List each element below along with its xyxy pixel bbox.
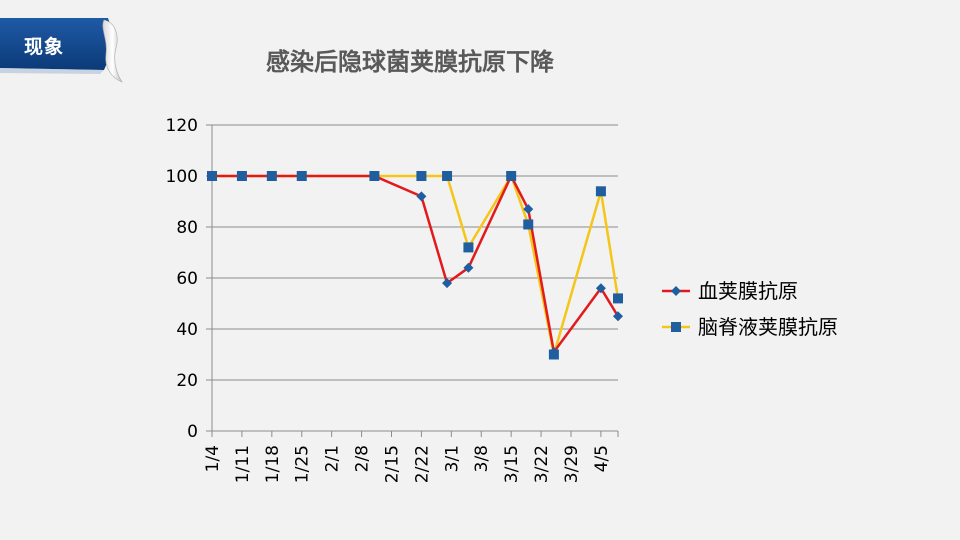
data-point-0 bbox=[463, 262, 474, 273]
data-point-0 bbox=[266, 171, 277, 181]
legend-entry: 血荚膜抗原 bbox=[698, 279, 798, 303]
x-tick-label: 4/5 bbox=[592, 445, 612, 472]
x-tick-label: 2/15 bbox=[382, 445, 402, 483]
y-tick-label: 40 bbox=[176, 320, 198, 340]
data-point-1 bbox=[463, 242, 474, 253]
ribbon-shape bbox=[0, 18, 123, 83]
x-tick-label: 3/22 bbox=[532, 445, 552, 483]
data-point-1 bbox=[613, 293, 623, 304]
data-point-0 bbox=[595, 283, 606, 294]
x-tick-label: 3/29 bbox=[562, 445, 582, 483]
y-tick-label: 80 bbox=[176, 218, 198, 238]
data-point-1 bbox=[523, 219, 534, 230]
y-tick-label: 120 bbox=[166, 116, 198, 136]
data-point-0 bbox=[416, 191, 427, 202]
data-point-0 bbox=[236, 171, 247, 181]
section-tab-label: 现象 bbox=[24, 36, 65, 58]
data-point-0 bbox=[296, 171, 307, 181]
legend-entry: 脑脊液荚膜抗原 bbox=[698, 315, 838, 339]
section-tab: 现象 bbox=[0, 18, 128, 90]
chart-title: 感染后隐球菌荚膜抗原下降 bbox=[266, 48, 554, 76]
x-tick-label: 3/8 bbox=[472, 445, 492, 472]
data-point-1 bbox=[442, 171, 453, 181]
data-point-0 bbox=[506, 171, 517, 181]
x-tick-label: 2/22 bbox=[412, 445, 432, 483]
x-tick-label: 2/8 bbox=[353, 445, 373, 472]
y-tick-label: 20 bbox=[176, 371, 198, 391]
legend-swatch-marker bbox=[671, 322, 681, 332]
data-point-0 bbox=[613, 311, 623, 322]
x-tick-label: 1/4 bbox=[203, 445, 223, 472]
x-tick-label: 1/25 bbox=[293, 445, 313, 483]
data-point-0 bbox=[369, 171, 380, 181]
x-tick-label: 2/1 bbox=[323, 445, 343, 472]
data-point-0 bbox=[548, 346, 559, 357]
data-point-0 bbox=[442, 278, 453, 289]
y-tick-label: 100 bbox=[166, 167, 198, 187]
y-tick-label: 60 bbox=[176, 269, 198, 289]
y-tick-label: 0 bbox=[187, 422, 198, 442]
legend-swatch-marker bbox=[671, 286, 681, 296]
x-tick-label: 1/18 bbox=[263, 445, 283, 483]
data-point-0 bbox=[207, 171, 217, 181]
x-tick-label: 3/1 bbox=[442, 445, 462, 472]
data-point-0 bbox=[523, 204, 534, 215]
data-point-1 bbox=[595, 186, 606, 197]
data-point-1 bbox=[416, 171, 427, 181]
series-line-1 bbox=[212, 174, 620, 356]
x-tick-label: 1/11 bbox=[233, 445, 253, 483]
series-line-0 bbox=[212, 174, 620, 354]
x-tick-label: 3/15 bbox=[502, 445, 522, 483]
